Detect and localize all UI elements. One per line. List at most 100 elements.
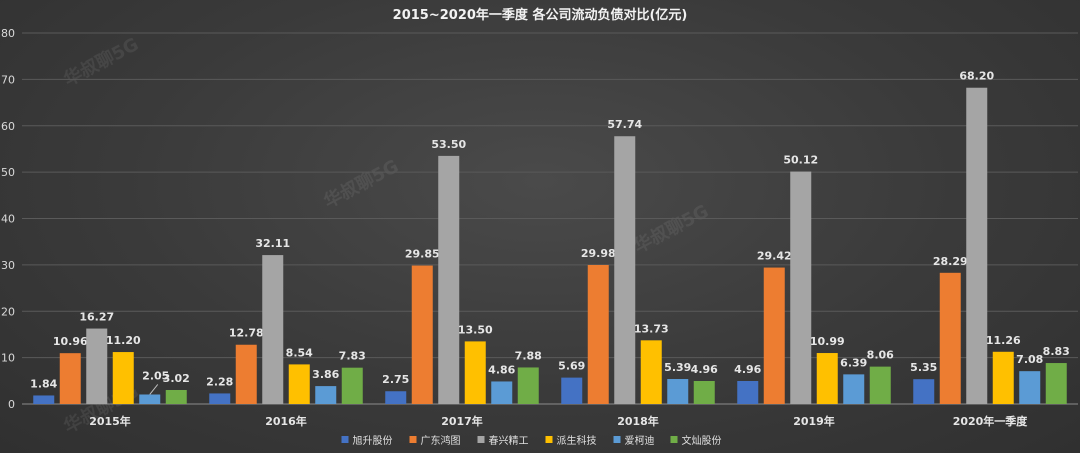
bar (33, 395, 55, 404)
data-label: 1.84 (30, 377, 57, 390)
bar (939, 272, 961, 404)
bar (464, 341, 486, 404)
x-tick-label: 2020年一季度 (953, 414, 1029, 428)
bar (737, 380, 759, 404)
data-label: 10.99 (810, 335, 845, 348)
data-label: 29.42 (757, 250, 792, 263)
x-tick-label: 2019年 (793, 414, 835, 428)
data-label: 4.96 (734, 363, 761, 376)
x-tick-label: 2017年 (441, 414, 483, 428)
data-label-leader (149, 384, 159, 395)
data-label: 5.35 (910, 361, 937, 374)
bar (112, 352, 134, 404)
bar (491, 381, 513, 404)
chart-title: 2015~2020年一季度 各公司流动负债对比(亿元) (392, 8, 688, 23)
data-label: 7.08 (1016, 353, 1043, 366)
bar (385, 391, 407, 404)
data-label: 2.75 (382, 373, 409, 386)
bar (614, 136, 636, 404)
legend-label: 派生科技 (557, 434, 597, 447)
y-tick-label: 10 (1, 352, 15, 365)
data-label: 11.20 (106, 334, 141, 347)
bar (992, 351, 1014, 404)
data-label: 12.78 (229, 327, 264, 340)
bar (517, 367, 539, 404)
legend-swatch (613, 436, 621, 443)
bar (438, 155, 460, 404)
bar (640, 340, 662, 404)
bar (667, 379, 689, 404)
bar (1045, 363, 1067, 404)
data-label: 3.02 (163, 372, 190, 385)
legend-swatch (545, 436, 553, 443)
bar (411, 265, 433, 404)
bar (341, 367, 363, 404)
data-label: 10.96 (53, 335, 88, 348)
x-tick-label: 2018年 (617, 414, 659, 428)
data-label: 13.73 (634, 322, 669, 335)
legend-label: 爱柯迪 (625, 434, 655, 447)
data-label: 53.50 (431, 138, 466, 151)
bar (59, 353, 81, 404)
bar (139, 394, 161, 404)
data-label: 8.83 (1043, 345, 1070, 358)
bar (843, 374, 865, 404)
data-label: 50.12 (783, 154, 818, 167)
data-label: 57.74 (607, 118, 642, 131)
legend-swatch (341, 436, 349, 443)
legend-swatch (409, 436, 417, 443)
data-label: 2.28 (206, 375, 233, 388)
legend-swatch (670, 436, 678, 443)
legend-label: 文灿股份 (682, 434, 722, 447)
data-label: 7.83 (339, 350, 366, 363)
y-tick-label: 40 (1, 213, 15, 226)
bar (165, 389, 187, 404)
bar (763, 267, 785, 404)
data-label: 5.39 (664, 361, 691, 374)
data-label: 29.98 (581, 247, 616, 260)
bar (966, 87, 988, 404)
bar (816, 353, 838, 404)
legend-label: 广东鸿图 (421, 434, 461, 447)
x-tick-label: 2016年 (265, 414, 307, 428)
data-label: 32.11 (255, 237, 290, 250)
bar (693, 380, 715, 404)
y-tick-label: 80 (1, 27, 15, 40)
bar (869, 366, 891, 404)
data-label: 13.50 (458, 323, 493, 336)
bar (1019, 371, 1041, 404)
data-label: 4.96 (691, 363, 718, 376)
legend-label: 旭升股份 (353, 435, 393, 447)
y-tick-label: 70 (1, 73, 15, 86)
data-label: 2.05 (142, 369, 169, 382)
legend-label: 春兴精工 (489, 434, 529, 447)
data-label: 7.88 (515, 349, 542, 362)
data-label: 8.54 (286, 346, 313, 359)
bar (288, 364, 310, 404)
data-label: 68.20 (959, 70, 994, 83)
x-tick-label: 2015年 (89, 414, 131, 428)
data-label: 29.85 (405, 248, 440, 261)
bar (86, 328, 108, 404)
bar (561, 377, 583, 404)
data-label: 28.29 (933, 255, 968, 268)
bar (790, 171, 812, 404)
data-label: 16.27 (79, 311, 114, 324)
bar (587, 264, 609, 404)
data-label: 11.26 (986, 334, 1021, 347)
y-tick-label: 50 (1, 166, 15, 179)
bar (209, 393, 231, 404)
data-label: 5.69 (558, 360, 585, 373)
bar (235, 344, 257, 404)
data-label: 8.06 (867, 349, 894, 362)
y-tick-label: 0 (8, 398, 15, 411)
data-label: 3.86 (312, 368, 339, 381)
data-label: 6.39 (840, 356, 867, 369)
y-tick-label: 30 (1, 259, 15, 272)
y-tick-label: 20 (1, 305, 15, 318)
bar (913, 379, 935, 404)
bar (315, 386, 337, 404)
data-label: 4.86 (488, 363, 515, 376)
